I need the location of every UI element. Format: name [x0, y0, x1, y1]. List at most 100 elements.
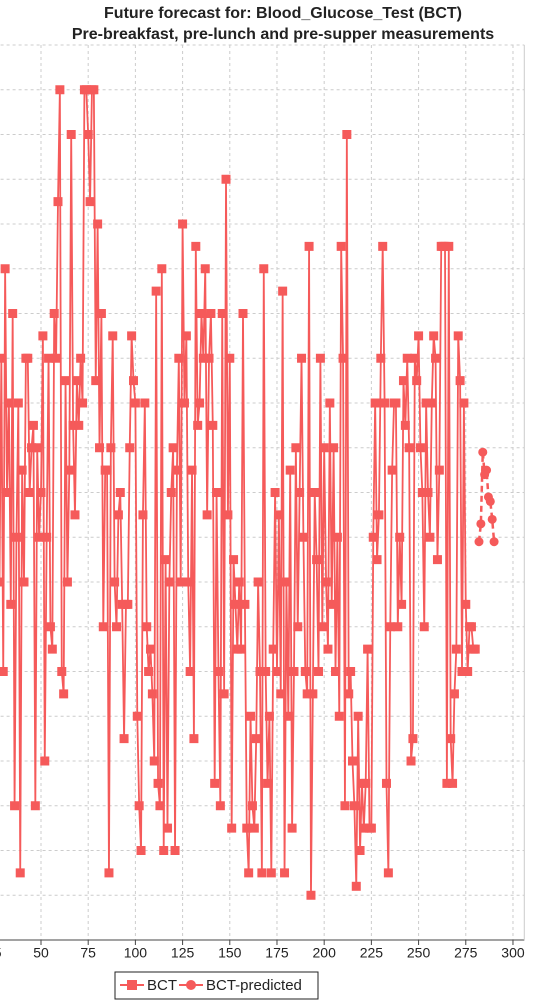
data-point: [13, 398, 23, 408]
data-point: [323, 644, 333, 654]
data-point: [453, 331, 463, 341]
data-point: [4, 398, 14, 408]
data-point: [293, 622, 303, 632]
legend-marker: [186, 980, 196, 990]
data-point: [129, 376, 139, 386]
data-point: [15, 868, 25, 878]
data-point: [155, 801, 165, 811]
data-point: [317, 622, 327, 632]
data-point: [112, 622, 122, 632]
data-point: [251, 734, 261, 744]
data-point: [329, 443, 339, 453]
data-point: [276, 689, 286, 699]
data-point: [196, 309, 206, 318]
data-point: [295, 488, 305, 497]
data-point: [397, 599, 407, 609]
data-point: [153, 778, 163, 788]
data-point: [417, 488, 427, 497]
x-tick-label: 125: [171, 945, 195, 961]
data-point: [149, 756, 159, 766]
data-point: [83, 130, 93, 139]
data-point: [395, 532, 405, 542]
data-point: [30, 801, 40, 811]
x-tick-label: 300: [501, 945, 525, 961]
data-point: [53, 197, 63, 207]
data-point: [321, 577, 331, 587]
data-point: [66, 130, 76, 139]
data-point: [272, 667, 282, 676]
data-point: [51, 353, 61, 363]
data-point: [70, 510, 80, 520]
data-point: [136, 846, 146, 855]
data-point: [266, 868, 276, 878]
data-point: [336, 241, 346, 251]
data-point: [0, 577, 4, 587]
x-tick-label: 150: [218, 945, 242, 961]
data-point: [381, 778, 391, 788]
data-point: [487, 514, 497, 524]
x-tick-label: 100: [124, 945, 148, 961]
data-point: [130, 398, 140, 408]
data-point: [200, 264, 210, 274]
data-point: [104, 868, 114, 878]
data-point: [176, 577, 186, 587]
data-point: [353, 711, 363, 721]
data-point: [47, 644, 57, 654]
data-point: [234, 577, 244, 587]
data-point: [181, 331, 191, 341]
data-point: [304, 241, 314, 251]
data-point: [225, 353, 235, 363]
data-point: [308, 689, 318, 699]
data-point: [400, 420, 410, 430]
data-point: [0, 667, 8, 676]
data-point: [19, 577, 29, 587]
data-point: [344, 689, 354, 699]
data-point: [8, 309, 18, 318]
data-point: [125, 443, 135, 453]
data-point: [170, 846, 180, 855]
data-point: [348, 756, 358, 766]
data-point: [315, 353, 325, 363]
data-point: [448, 778, 458, 788]
data-point: [281, 577, 291, 587]
data-point: [442, 778, 452, 788]
data-point: [449, 689, 459, 699]
data-point: [221, 174, 231, 184]
data-point: [387, 465, 397, 475]
data-point: [306, 890, 316, 900]
data-point: [415, 443, 425, 453]
data-point: [289, 667, 299, 676]
data-point: [334, 711, 344, 721]
data-point: [106, 443, 116, 453]
data-point: [482, 465, 492, 475]
data-point: [434, 465, 444, 475]
data-point: [213, 667, 223, 676]
data-point: [355, 846, 365, 855]
data-point: [76, 353, 86, 363]
data-point: [68, 420, 78, 430]
data-point: [229, 555, 239, 565]
data-point: [285, 465, 295, 475]
data-point: [236, 644, 246, 654]
data-point: [368, 532, 378, 542]
data-point: [36, 488, 46, 497]
data-point: [346, 667, 356, 676]
data-point: [147, 689, 157, 699]
data-point: [446, 734, 456, 744]
data-point: [28, 420, 38, 430]
data-point: [230, 599, 240, 609]
data-point: [332, 532, 342, 542]
data-point: [198, 353, 208, 363]
data-point: [474, 537, 484, 547]
data-point: [268, 644, 278, 654]
data-point: [204, 353, 214, 363]
data-point: [242, 823, 252, 833]
data-point: [44, 353, 54, 363]
data-point: [0, 353, 6, 363]
data-point: [227, 823, 237, 833]
data-point: [140, 398, 150, 408]
data-point: [151, 286, 161, 296]
data-point: [38, 331, 48, 341]
data-point: [17, 465, 27, 475]
data-point: [61, 376, 71, 386]
